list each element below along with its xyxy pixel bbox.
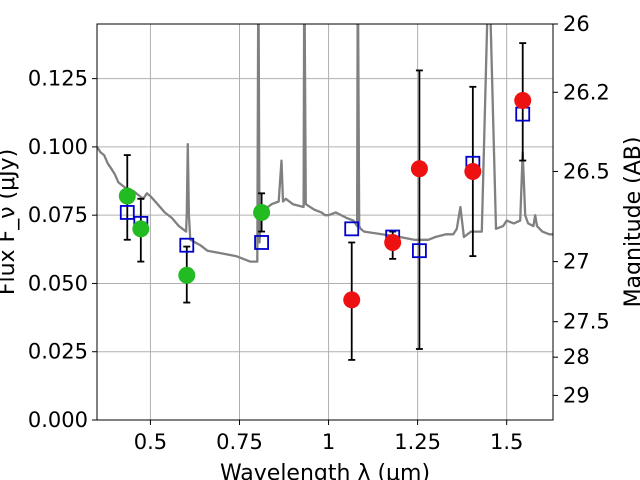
right-tick-label: 26.2: [563, 80, 610, 104]
y-tick-label: 0.125: [28, 67, 88, 91]
y-tick-label: 0.050: [28, 271, 88, 295]
right-tick-label: 29: [563, 383, 590, 407]
plot-area: [97, 24, 553, 361]
model-square-marker: [412, 243, 427, 259]
model-square-marker: [179, 237, 195, 253]
right-tick-label: 26: [563, 12, 590, 36]
model-square-marker: [344, 221, 360, 237]
data-point-marker: [343, 291, 361, 309]
x-tick-label: 0.5: [134, 430, 167, 454]
data-point-marker: [178, 266, 196, 284]
x-tick-label: 1: [322, 430, 335, 454]
right-tick-label: 28: [563, 345, 590, 369]
x-tick-label: 0.75: [216, 430, 263, 454]
data-point-marker: [253, 203, 271, 221]
y-tick-label: 0.025: [28, 340, 88, 364]
error-bar-layer: [123, 42, 527, 361]
data-point-marker: [410, 160, 428, 178]
right-axis-ticks: 26 26.2 26.5 27 27.5 28 29: [553, 12, 610, 407]
data-marker-layer: [118, 91, 532, 309]
y-tick-label: 0.075: [28, 203, 88, 227]
data-point-marker: [384, 233, 402, 251]
y-axis-label: Flux F_ν (μJy): [0, 149, 20, 295]
model-square-marker: [119, 205, 135, 220]
plot-frame: [96, 23, 554, 421]
y-tick-label: 0.000: [28, 408, 88, 432]
x-axis-label: Wavelength λ (μm): [220, 461, 430, 480]
x-axis-ticks: 0.5 0.75 1 1.25 1.5: [134, 420, 523, 454]
right-tick-label: 27.5: [563, 310, 610, 334]
y-axis-ticks: 0.000 0.025 0.050 0.075 0.100 0.125: [28, 67, 97, 432]
y-tick-label: 0.100: [28, 135, 88, 159]
x-tick-label: 1.5: [490, 430, 523, 454]
right-tick-label: 27: [563, 250, 590, 274]
data-point-marker: [514, 91, 532, 109]
data-point-marker: [464, 162, 482, 180]
model-square-marker: [254, 235, 269, 250]
data-point-marker: [132, 220, 150, 238]
data-point-marker: [118, 187, 136, 205]
spectrum-line: [97, 24, 553, 263]
right-axis-label: Magnitude (AB): [621, 137, 640, 308]
spectrum-layer: [97, 24, 553, 263]
x-tick-label: 1.25: [394, 430, 441, 454]
right-tick-label: 26.5: [563, 159, 610, 183]
